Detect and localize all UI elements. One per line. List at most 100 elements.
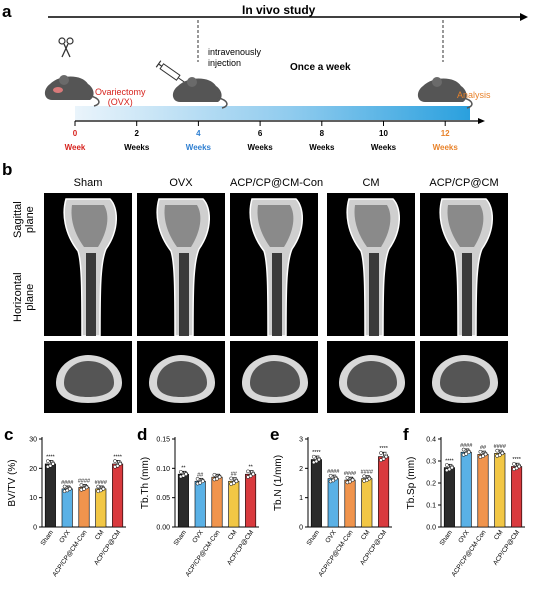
data-point bbox=[118, 462, 123, 466]
significance-marker: #### bbox=[95, 480, 108, 486]
y-tick-label: 10 bbox=[29, 495, 37, 502]
data-point bbox=[45, 459, 50, 463]
bar bbox=[78, 487, 90, 528]
data-point bbox=[447, 467, 452, 472]
significance-marker: #### bbox=[61, 480, 74, 486]
bar bbox=[378, 456, 390, 528]
syringe-icon bbox=[155, 60, 186, 83]
x-tick-label: ACP/CP@CM-Con bbox=[184, 529, 221, 578]
timeline-tick-number: 0 bbox=[73, 129, 78, 138]
data-point bbox=[184, 472, 188, 477]
bar bbox=[61, 488, 73, 528]
data-point bbox=[231, 481, 236, 485]
y-tick-label: 0 bbox=[33, 525, 37, 532]
data-point bbox=[251, 472, 256, 477]
data-point bbox=[478, 449, 483, 454]
data-point bbox=[181, 473, 186, 478]
data-point bbox=[82, 487, 86, 491]
significance-marker: ## bbox=[197, 472, 204, 478]
timeline-tick-unit: Weeks bbox=[433, 143, 459, 152]
y-axis-label: BV/TV (%) bbox=[7, 459, 18, 506]
significance-marker: **** bbox=[312, 450, 321, 456]
x-tick-label: OVX bbox=[457, 529, 471, 545]
bar bbox=[194, 480, 206, 528]
y-tick-label: 0.0 bbox=[426, 525, 436, 532]
panel-letter-a: a bbox=[2, 2, 12, 21]
data-point bbox=[314, 459, 319, 464]
data-point bbox=[461, 447, 466, 452]
bar bbox=[211, 476, 223, 528]
x-tick-label: ACP/CP@CM-Con bbox=[51, 529, 88, 578]
y-tick-label: 0.00 bbox=[156, 525, 170, 532]
bar bbox=[511, 466, 523, 528]
data-point bbox=[96, 484, 101, 489]
y-tick-label: 0.4 bbox=[426, 437, 436, 444]
data-point bbox=[115, 463, 120, 468]
significance-marker: #### bbox=[327, 469, 340, 475]
bar bbox=[443, 467, 455, 528]
micro-ct-group-header: ACP/CP@CM bbox=[429, 177, 499, 189]
bar bbox=[112, 463, 124, 528]
timeline-tick-unit: Weeks bbox=[186, 143, 212, 152]
data-point bbox=[67, 487, 72, 491]
bar-chart-d: Tb.Th (mm) 0.00 0.05 0.10 0.15 ** Sham ## OVXACP… bbox=[140, 437, 259, 578]
data-point bbox=[195, 477, 200, 481]
data-point bbox=[364, 478, 369, 483]
horizontal-ct-image bbox=[327, 341, 415, 413]
data-point bbox=[497, 453, 502, 457]
sagittal-ct-image bbox=[137, 193, 225, 336]
bar-chart-f: Tb.Sp (mm) 0.0 0.1 0.2 0.3 0.4 **** Sham #### OVX… bbox=[406, 437, 525, 578]
data-point bbox=[512, 462, 516, 466]
row-label-horizontal: Horizontal plane bbox=[12, 272, 36, 322]
sagittal-ct-image bbox=[420, 193, 508, 336]
x-tick-label: CM bbox=[227, 529, 239, 541]
y-tick-label: 2 bbox=[299, 466, 303, 473]
bar bbox=[361, 478, 373, 528]
data-point bbox=[101, 487, 106, 491]
bar-chart-c: BV/TV (%) 0 10 20 30 **** Sham #### OVX #### ACP/C… bbox=[7, 437, 126, 578]
data-point bbox=[517, 464, 522, 469]
data-point bbox=[331, 478, 336, 483]
study-arrow-head bbox=[520, 13, 528, 21]
timeline-tick-number: 12 bbox=[441, 129, 450, 138]
data-point bbox=[384, 454, 389, 459]
data-point bbox=[444, 463, 449, 467]
bar bbox=[228, 480, 240, 528]
micro-ct-group-header: ACP/CP@CM-Con bbox=[230, 177, 324, 189]
data-point bbox=[514, 466, 519, 471]
row-label-sagittal: Sagittal plane bbox=[12, 201, 36, 238]
y-tick-label: 0.15 bbox=[156, 437, 170, 444]
micro-ct-group-header: Sham bbox=[73, 177, 103, 189]
bar-chart-e: Tb.N (1/mm) 0 1 2 3 **** Sham #### OVX #### ACP/CP… bbox=[273, 437, 392, 578]
significance-marker: #### bbox=[494, 444, 507, 450]
panel-letter-f: f bbox=[403, 425, 409, 444]
data-point bbox=[212, 472, 217, 477]
timeline-tick-number: 4 bbox=[196, 129, 201, 138]
panel-letter-d: d bbox=[137, 425, 148, 444]
data-point bbox=[215, 476, 219, 481]
significance-marker: **** bbox=[113, 454, 122, 460]
data-point bbox=[495, 448, 500, 453]
y-tick-label: 0.1 bbox=[426, 503, 436, 510]
significance-marker: #### bbox=[344, 471, 357, 477]
y-tick-label: 3 bbox=[299, 437, 303, 444]
timeline-axis-head bbox=[478, 118, 485, 124]
timeline-tick-number: 6 bbox=[258, 129, 263, 138]
mouse-icon-injection bbox=[172, 77, 228, 109]
horizontal-ct-image bbox=[44, 341, 132, 413]
horizontal-ct-image bbox=[137, 341, 225, 413]
mouse-icon-analysis bbox=[417, 77, 473, 109]
y-axis-label: Tb.Sp (mm) bbox=[406, 457, 417, 510]
data-point bbox=[362, 474, 367, 479]
data-point bbox=[466, 450, 471, 455]
significance-marker: #### bbox=[460, 443, 473, 449]
y-tick-label: 0.05 bbox=[156, 495, 170, 502]
timeline-tick-unit: Weeks bbox=[371, 143, 397, 152]
data-point bbox=[217, 475, 222, 479]
data-point bbox=[317, 457, 321, 462]
data-point bbox=[328, 473, 333, 478]
data-point bbox=[248, 474, 253, 478]
x-tick-label: CM bbox=[94, 529, 106, 541]
timeline-title: In vivo study bbox=[242, 3, 316, 17]
data-point bbox=[178, 470, 183, 474]
